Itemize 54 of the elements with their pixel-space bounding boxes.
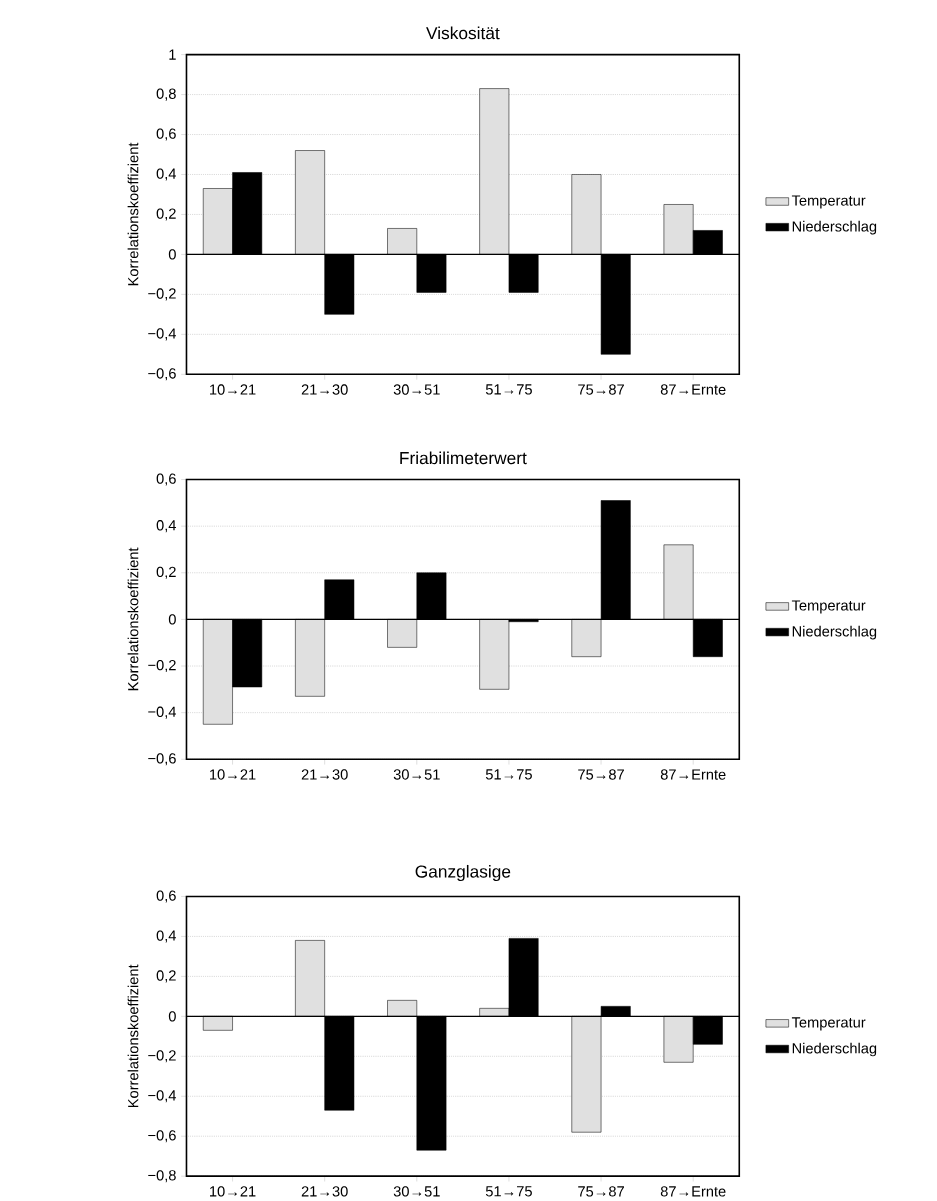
y-tick-label: 0,4 <box>156 520 176 533</box>
x-tick-label: 51→75 <box>485 769 532 780</box>
x-tick-label: 21→30 <box>301 384 348 395</box>
x-tick-label: 30→51 <box>393 384 440 395</box>
x-tick-label: 75→87 <box>578 769 624 780</box>
y-tick-label: 0 <box>168 614 176 625</box>
y-tick-label: 0,4 <box>156 930 176 943</box>
y-axis-title: Korrelationskoeffizient <box>127 142 139 286</box>
y-tick-label: 0,2 <box>156 208 176 221</box>
y-axis-title: Korrelationskoeffizient <box>127 547 139 691</box>
x-tick-label: 87→Ernte <box>660 384 726 395</box>
legend-label: Niederschlag <box>792 1042 877 1057</box>
x-tick-label: 21→30 <box>301 1186 348 1197</box>
y-tick-label: 0,4 <box>156 168 176 181</box>
y-tick-label: −0,4 <box>148 328 176 341</box>
y-tick-label: −0,2 <box>148 288 176 301</box>
x-tick-label: 10→21 <box>210 384 256 395</box>
y-tick-label: −0,4 <box>148 706 176 719</box>
y-tick-label: −0,6 <box>148 368 176 381</box>
x-tick-label: 75→87 <box>578 384 624 395</box>
legend-label: Niederschlag <box>792 220 877 235</box>
legend-label: Temperatur <box>791 195 866 209</box>
y-axis-title: Korrelationskoeffizient <box>127 964 139 1108</box>
y-tick-label: 0,2 <box>156 970 176 983</box>
x-tick-label: 51→75 <box>485 384 532 395</box>
x-tick-label: 51→75 <box>485 1186 532 1197</box>
y-tick-label: 0,6 <box>156 473 176 486</box>
y-tick-label: 0,6 <box>156 128 176 141</box>
y-tick-label: 0 <box>168 1011 176 1022</box>
x-tick-label: 87→Ernte <box>660 1186 726 1197</box>
x-tick-label: 10→21 <box>210 1186 256 1197</box>
y-tick-label: 0,8 <box>156 88 176 101</box>
y-tick-label: −0,6 <box>148 1130 176 1143</box>
x-tick-label: 75→87 <box>578 1186 624 1197</box>
x-tick-label: 10→21 <box>210 769 256 780</box>
y-tick-label: −0,6 <box>148 753 176 766</box>
y-tick-label: 0,6 <box>156 890 176 903</box>
x-tick-label: 30→51 <box>393 1186 440 1197</box>
y-tick-label: 0 <box>168 249 176 260</box>
legend-label: Temperatur <box>791 600 866 614</box>
legend-label: Niederschlag <box>792 625 877 640</box>
y-tick-label: −0,2 <box>148 659 176 673</box>
chart-title: Ganzglasige <box>415 864 511 882</box>
y-tick-label: 1 <box>169 49 176 60</box>
chart-title: Friabilimeterwert <box>400 451 527 465</box>
chart-title: Viskosität <box>426 26 500 40</box>
legend-label: Temperatur <box>791 1017 866 1031</box>
y-tick-label: −0,8 <box>148 1170 176 1183</box>
x-tick-label: 87→Ernte <box>660 769 726 780</box>
y-tick-label: −0,4 <box>148 1090 176 1103</box>
y-tick-label: 0,2 <box>156 566 176 579</box>
x-tick-label: 21→30 <box>301 769 348 780</box>
y-tick-label: −0,2 <box>148 1050 176 1063</box>
x-tick-label: 30→51 <box>393 769 440 780</box>
